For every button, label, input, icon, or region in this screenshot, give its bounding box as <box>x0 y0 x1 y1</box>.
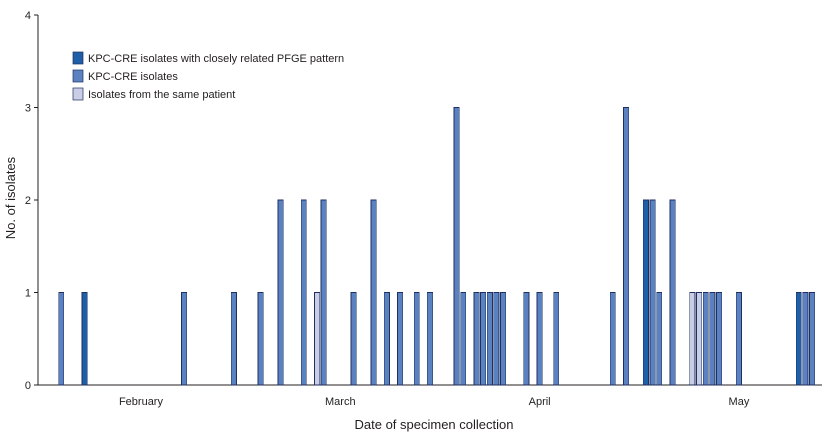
x-tick-label-february: February <box>119 396 164 408</box>
bar-kpc <box>480 292 487 386</box>
bar-kpc <box>809 292 815 386</box>
bar-kpc <box>350 292 357 386</box>
bar-kpc <box>716 292 722 386</box>
y-tick-label: 1 <box>25 288 31 300</box>
bar-kpc <box>473 292 480 386</box>
x-tick-label-march: March <box>325 396 356 408</box>
legend: KPC-CRE isolates with closely related PF… <box>72 51 344 101</box>
bar-kpc <box>300 199 307 386</box>
bar-kpc <box>383 292 390 386</box>
y-axis-title: No. of isolates <box>3 156 18 239</box>
y-tick-label: 4 <box>25 10 31 22</box>
bar-same-patient <box>314 292 321 386</box>
bar-kpc <box>493 292 500 386</box>
bar-closely-related <box>795 292 802 386</box>
bar-kpc <box>523 292 530 386</box>
bar-kpc <box>735 292 742 386</box>
bar-closely-related <box>642 199 649 386</box>
y-tick-label: 0 <box>25 380 31 392</box>
legend-swatch-kpc <box>72 69 84 83</box>
bars-group <box>58 107 815 386</box>
bar-kpc <box>181 292 188 386</box>
x-axis-title: Date of specimen collection <box>355 417 514 432</box>
bar-kpc <box>58 292 65 386</box>
bar-kpc <box>656 292 663 386</box>
bar-kpc <box>649 199 656 386</box>
x-tick-label-may: May <box>729 396 750 408</box>
bar-kpc <box>553 292 560 386</box>
bar-kpc <box>802 292 809 386</box>
legend-swatch-closely-related <box>72 51 84 65</box>
bar-same-patient <box>689 292 696 386</box>
legend-swatch-same-patient <box>72 87 84 101</box>
bar-kpc <box>623 107 629 386</box>
legend-label: KPC-CRE isolates <box>88 71 178 83</box>
bar-kpc <box>257 292 264 386</box>
bar-kpc <box>320 199 327 386</box>
bar-same-patient <box>696 292 703 386</box>
legend-label: Isolates from the same patient <box>88 89 235 101</box>
bar-kpc <box>536 292 543 386</box>
tick-labels: 0 1 2 3 4 February March April May <box>25 10 750 408</box>
bar-kpc <box>427 292 433 386</box>
bar-closely-related <box>81 292 88 386</box>
bar-kpc <box>500 292 507 386</box>
bar-kpc <box>277 199 284 386</box>
bar-kpc <box>609 292 616 386</box>
bar-kpc <box>397 292 404 386</box>
bar-kpc <box>709 292 716 386</box>
x-tick-label-april: April <box>529 396 551 408</box>
bar-kpc <box>486 292 493 386</box>
bar-kpc <box>702 292 709 386</box>
bar-kpc <box>231 292 237 386</box>
y-tick-label: 2 <box>25 195 31 207</box>
legend-label: KPC-CRE isolates with closely related PF… <box>88 53 344 65</box>
bar-kpc <box>669 199 676 386</box>
bar-kpc <box>460 292 467 386</box>
y-tick-label: 3 <box>25 103 31 115</box>
bar-kpc <box>370 199 377 386</box>
bar-kpc <box>453 107 460 386</box>
bar-kpc <box>413 292 420 386</box>
